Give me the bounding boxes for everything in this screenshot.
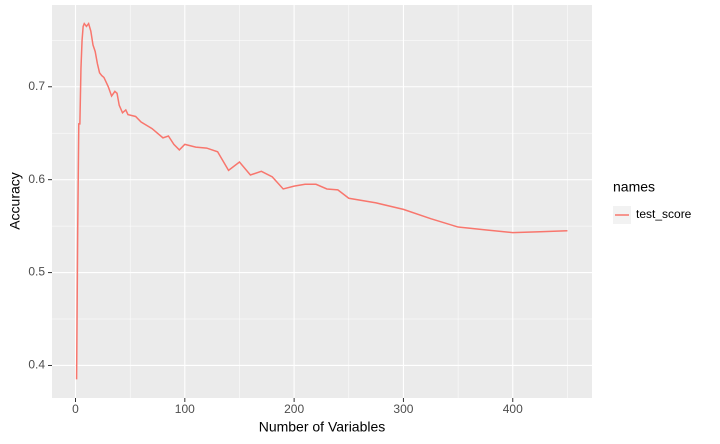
x-axis-title: Number of Variables <box>259 419 386 435</box>
x-tick-label: 300 <box>393 402 413 416</box>
legend-label: test_score <box>636 207 692 221</box>
grid <box>52 5 592 398</box>
y-tick-label: 0.7 <box>28 79 45 93</box>
panel <box>52 5 592 398</box>
x-tick-label: 0 <box>72 402 79 416</box>
y-axis-title: Accuracy <box>7 172 23 230</box>
x-tick-label: 400 <box>503 402 523 416</box>
y-tick-label: 0.5 <box>28 265 45 279</box>
y-tick-label: 0.4 <box>28 358 45 372</box>
x-tick-label: 200 <box>284 402 304 416</box>
x-tick-label: 100 <box>175 402 195 416</box>
marks <box>75 21 568 380</box>
line <box>75 21 568 380</box>
legend-title: names <box>613 179 655 195</box>
y-tick-label: 0.6 <box>28 172 45 186</box>
